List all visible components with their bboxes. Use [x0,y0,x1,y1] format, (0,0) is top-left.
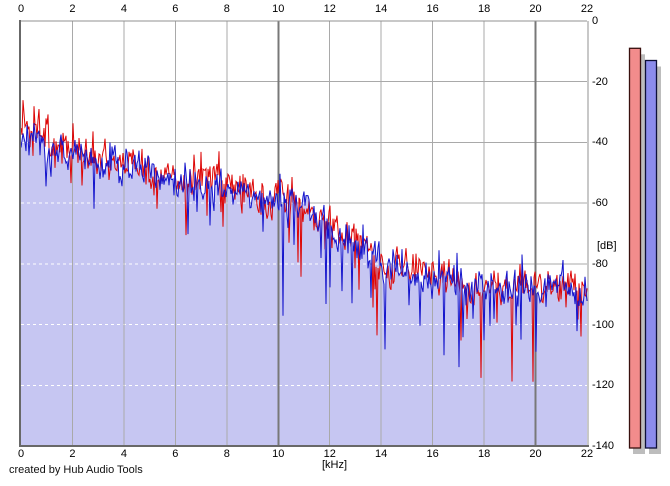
x-tick-top-4: 4 [120,3,127,15]
x-tick-top-12: 12 [323,3,336,15]
level-meters [628,47,661,455]
y-tick-0: 0 [592,15,599,27]
x-tick-top-18: 18 [477,3,491,15]
left-level-meter-bar [628,47,642,449]
right-channel-trace [20,123,588,368]
y-tick--120: -120 [592,379,615,392]
x-tick-bottom-8: 8 [223,448,230,460]
x-tick-top-8: 8 [223,3,230,15]
spectrum-area-fill [21,123,587,446]
x-tick-bottom-0: 0 [17,448,25,460]
y-axis-unit-label: [dB] [597,240,617,252]
x-tick-top-16: 16 [426,3,439,15]
y-tick--140: -140 [592,440,615,452]
y-tick--20: -20 [592,75,608,88]
credit-text: created by Hub Audio Tools [9,464,143,476]
y-tick--80: -80 [592,257,608,270]
x-tick-top-0: 0 [17,3,25,15]
x-tick-top-10: 10 [272,3,285,15]
x-tick-top-2: 2 [69,3,76,15]
x-axis-unit-label: [kHz] [322,459,348,471]
y-tick--40: -40 [592,136,608,149]
y-tick--60: -60 [592,197,608,210]
plot-frame [19,20,589,447]
x-tick-bottom-22: 22 [580,448,594,460]
x-tick-top-20: 20 [529,3,542,15]
x-tick-top-6: 6 [172,3,179,15]
y-tick--100: -100 [592,318,615,331]
x-tick-bottom-18: 18 [477,448,491,460]
x-tick-top-14: 14 [375,3,388,15]
x-tick-bottom-4: 4 [120,448,127,460]
x-tick-bottom-16: 16 [426,448,439,460]
x-tick-bottom-10: 10 [272,448,285,460]
x-tick-bottom-2: 2 [69,448,76,460]
x-tick-bottom-6: 6 [172,448,179,460]
x-tick-top-22: 22 [580,3,594,15]
x-tick-bottom-14: 14 [375,448,388,460]
x-tick-bottom-20: 20 [529,448,542,460]
vertical-gridlines [72,21,537,446]
x-tick-bottom-12: 12 [323,448,336,460]
right-level-meter-bar [644,59,658,449]
